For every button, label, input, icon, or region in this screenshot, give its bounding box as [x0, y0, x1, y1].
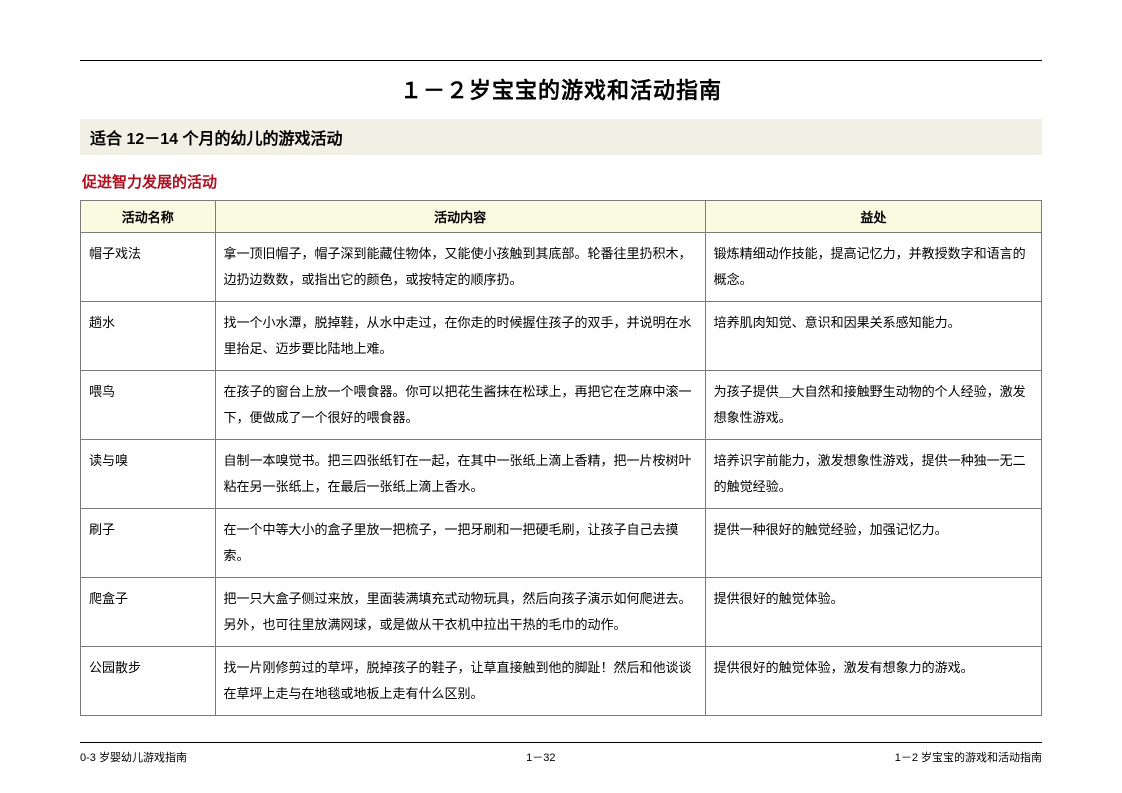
cell-name: 读与嗅 [81, 440, 216, 509]
page-title: １－２岁宝宝的游戏和活动指南 [80, 73, 1042, 105]
section-bar: 适合 12－14 个月的幼儿的游戏活动 [80, 119, 1042, 155]
footer-center: 1－32 [526, 749, 555, 765]
table-header-row: 活动名称 活动内容 益处 [81, 201, 1042, 233]
table-row: 读与嗅 自制一本嗅觉书。把三四张纸钉在一起，在其中一张纸上滴上香精，把一片桉树叶… [81, 440, 1042, 509]
cell-name: 爬盒子 [81, 578, 216, 647]
cell-benefit: 提供一种很好的触觉经验，加强记忆力。 [705, 509, 1041, 578]
col-header-name: 活动名称 [81, 201, 216, 233]
table-row: 刷子 在一个中等大小的盒子里放一把梳子，一把牙刷和一把硬毛刷，让孩子自己去摸索。… [81, 509, 1042, 578]
cell-content: 找一个小水潭，脱掉鞋，从水中走过，在你走的时候握住孩子的双手，并说明在水里抬足、… [215, 302, 705, 371]
cell-benefit: 提供很好的触觉体验，激发有想象力的游戏。 [705, 647, 1041, 716]
cell-benefit: 培养识字前能力，激发想象性游戏，提供一种独一无二的触觉经验。 [705, 440, 1041, 509]
cell-benefit: 为孩子提供＿大自然和接触野生动物的个人经验，激发想象性游戏。 [705, 371, 1041, 440]
table-row: 帽子戏法 拿一顶旧帽子，帽子深到能藏住物体，又能使小孩触到其底部。轮番往里扔积木… [81, 233, 1042, 302]
cell-content: 拿一顶旧帽子，帽子深到能藏住物体，又能使小孩触到其底部。轮番往里扔积木，边扔边数… [215, 233, 705, 302]
footer-right: 1－2 岁宝宝的游戏和活动指南 [895, 749, 1042, 765]
cell-content: 在孩子的窗台上放一个喂食器。你可以把花生酱抹在松球上，再把它在芝麻中滚一下，便做… [215, 371, 705, 440]
table-row: 公园散步 找一片刚修剪过的草坪，脱掉孩子的鞋子，让草直接触到他的脚趾！然后和他谈… [81, 647, 1042, 716]
page-footer: 0-3 岁婴幼儿游戏指南 1－32 1－2 岁宝宝的游戏和活动指南 [80, 742, 1042, 765]
top-rule [80, 60, 1042, 61]
table-row: 爬盒子 把一只大盒子侧过来放，里面装满填充式动物玩具，然后向孩子演示如何爬进去。… [81, 578, 1042, 647]
cell-name: 趟水 [81, 302, 216, 371]
table-row: 趟水 找一个小水潭，脱掉鞋，从水中走过，在你走的时候握住孩子的双手，并说明在水里… [81, 302, 1042, 371]
activity-table: 活动名称 活动内容 益处 帽子戏法 拿一顶旧帽子，帽子深到能藏住物体，又能使小孩… [80, 200, 1042, 716]
cell-benefit: 培养肌肉知觉、意识和因果关系感知能力。 [705, 302, 1041, 371]
cell-content: 把一只大盒子侧过来放，里面装满填充式动物玩具，然后向孩子演示如何爬进去。另外，也… [215, 578, 705, 647]
table-row: 喂鸟 在孩子的窗台上放一个喂食器。你可以把花生酱抹在松球上，再把它在芝麻中滚一下… [81, 371, 1042, 440]
cell-content: 找一片刚修剪过的草坪，脱掉孩子的鞋子，让草直接触到他的脚趾！然后和他谈谈在草坪上… [215, 647, 705, 716]
col-header-content: 活动内容 [215, 201, 705, 233]
col-header-benefit: 益处 [705, 201, 1041, 233]
cell-content: 在一个中等大小的盒子里放一把梳子，一把牙刷和一把硬毛刷，让孩子自己去摸索。 [215, 509, 705, 578]
cell-name: 帽子戏法 [81, 233, 216, 302]
sub-heading: 促进智力发展的活动 [80, 171, 1042, 192]
cell-benefit: 提供很好的触觉体验。 [705, 578, 1041, 647]
cell-name: 公园散步 [81, 647, 216, 716]
cell-name: 喂鸟 [81, 371, 216, 440]
footer-left: 0-3 岁婴幼儿游戏指南 [80, 749, 187, 765]
cell-benefit: 锻炼精细动作技能，提高记忆力，并教授数字和语言的概念。 [705, 233, 1041, 302]
cell-content: 自制一本嗅觉书。把三四张纸钉在一起，在其中一张纸上滴上香精，把一片桉树叶粘在另一… [215, 440, 705, 509]
cell-name: 刷子 [81, 509, 216, 578]
